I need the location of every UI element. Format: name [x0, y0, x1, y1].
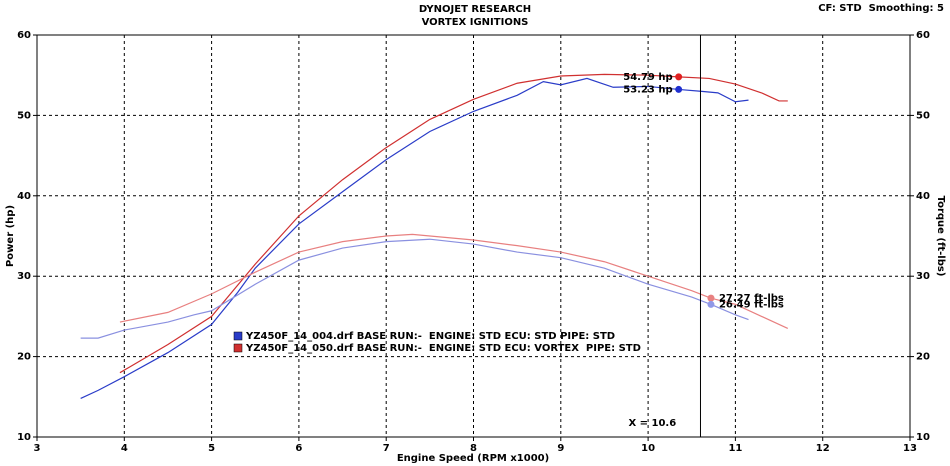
- y-tick-label: 10: [17, 432, 31, 443]
- y-axis-label: Power (hp): [5, 205, 16, 267]
- y-tick-label: 60: [17, 30, 31, 41]
- x-tick-label: 6: [295, 443, 302, 454]
- annotation: 53.23 hp: [623, 84, 672, 95]
- chart-title: DYNOJET RESEARCH: [419, 4, 531, 15]
- y2-axis-label: Torque (ft-lbs): [935, 196, 946, 277]
- legend-swatch: [233, 343, 243, 353]
- legend-label: YZ450F_14_050.drf BASE RUN:- ENGINE: STD…: [245, 343, 641, 354]
- x-tick-label: 9: [557, 443, 564, 454]
- y2-tick-label: 20: [916, 352, 930, 363]
- y2-tick-label: 50: [916, 110, 930, 121]
- x-tick-label: 4: [121, 443, 128, 454]
- y-tick-label: 30: [17, 271, 31, 282]
- y2-tick-label: 30: [916, 271, 930, 282]
- marker: [707, 300, 715, 308]
- chart-subtitle: VORTEX IGNITIONS: [422, 17, 529, 28]
- cursor-label: X = 10.6: [628, 418, 676, 429]
- y2-tick-label: 60: [916, 30, 930, 41]
- x-tick-label: 12: [816, 443, 830, 454]
- legend-swatch: [233, 331, 243, 341]
- plot-frame: [36, 34, 911, 438]
- y-tick-label: 50: [17, 110, 31, 121]
- x-tick-label: 13: [903, 443, 917, 454]
- legend-label: YZ450F_14_004.drf BASE RUN:- ENGINE: STD…: [245, 331, 615, 342]
- line: [80, 238, 749, 339]
- x-axis-label: Engine Speed (RPM x1000): [397, 453, 549, 464]
- x-tick-label: 10: [641, 443, 655, 454]
- x-tick-label: 11: [728, 443, 742, 454]
- line: [119, 233, 789, 330]
- x-tick-label: 3: [34, 443, 41, 454]
- line: [80, 77, 749, 399]
- x-tick-label: 7: [383, 443, 390, 454]
- marker: [675, 73, 683, 81]
- annotation: 26.49 ft-lbs: [719, 299, 784, 310]
- y-tick-label: 40: [17, 191, 31, 202]
- line: [119, 73, 788, 374]
- x-tick-label: 5: [208, 443, 215, 454]
- y2-tick-label: 10: [916, 432, 930, 443]
- annotation: 54.79 hp: [623, 72, 672, 83]
- marker: [675, 85, 683, 93]
- y-tick-label: 20: [17, 352, 31, 363]
- y2-tick-label: 40: [916, 191, 930, 202]
- marker: [707, 294, 715, 302]
- x-tick-label: 8: [470, 443, 477, 454]
- note: CF: STD Smoothing: 5: [818, 3, 944, 14]
- annotation: 27.27 ft-lbs: [719, 293, 784, 304]
